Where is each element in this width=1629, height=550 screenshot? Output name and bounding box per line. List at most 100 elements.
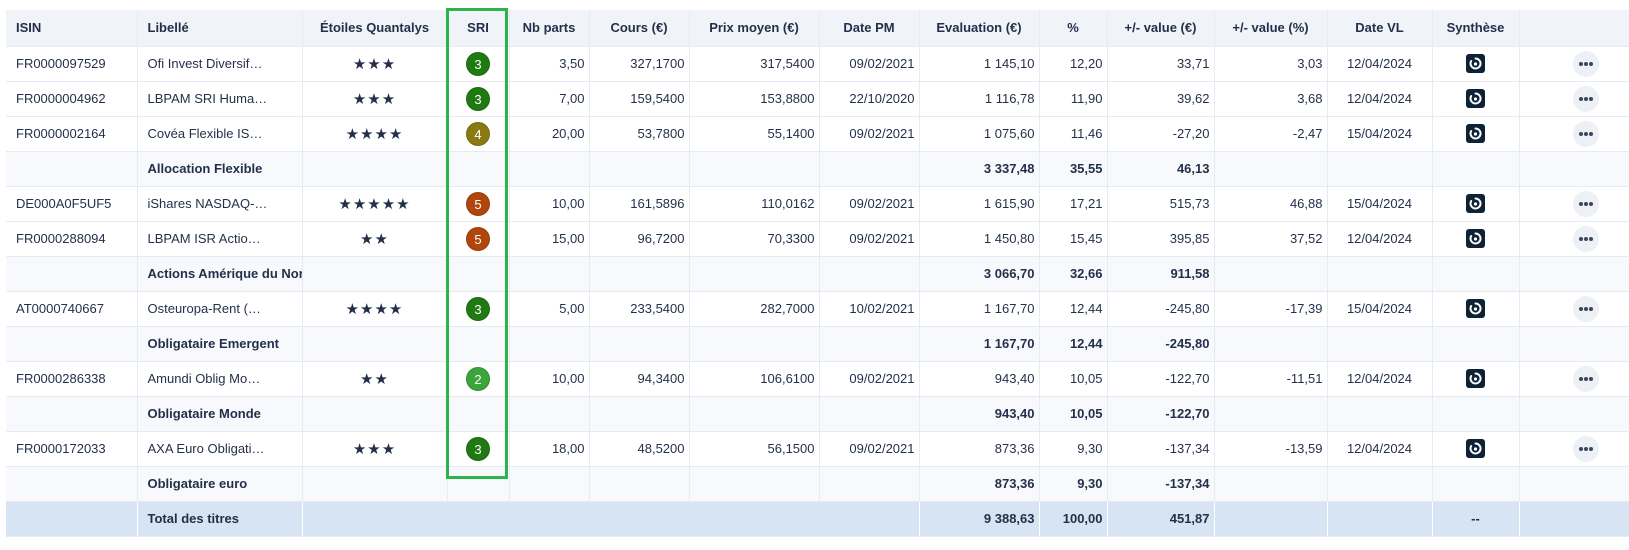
empty-cell <box>1214 256 1328 292</box>
nb-parts-cell: 10,00 <box>509 186 590 222</box>
fund-row[interactable]: FR0000286338 Amundi Oblig Mo… ★★ 2 10,00 94,3… <box>6 361 1629 397</box>
subtotal-evaluation: 3 337,48 <box>919 151 1040 187</box>
column-header-plus-value-eur[interactable]: +/- value (€) <box>1107 10 1215 47</box>
fund-row[interactable]: FR0000004962 LBPAM SRI Huma… ★★★ 3 7,00 159,5… <box>6 81 1629 117</box>
column-header-date-vl[interactable]: Date VL <box>1327 10 1433 47</box>
more-options-icon[interactable] <box>1572 50 1599 77</box>
column-header-synthese[interactable]: Synthèse <box>1432 10 1520 47</box>
sri-badge: 3 <box>466 296 490 321</box>
empty-cell <box>1432 151 1520 187</box>
category-subtotal-row: Actions Amérique du Nord 3 066,70 32,66 911… <box>6 256 1629 292</box>
percent-cell: 12,44 <box>1039 291 1108 327</box>
fund-row[interactable]: AT0000740667 Osteuropa-Rent (… ★★★★ 3 5,00 23… <box>6 291 1629 327</box>
empty-cell <box>447 151 510 187</box>
cours-cell: 233,5400 <box>589 291 690 327</box>
fund-name-link[interactable]: LBPAM ISR Actio… <box>137 221 303 257</box>
subtotal-percent: 12,44 <box>1039 326 1108 362</box>
fund-row[interactable]: DE000A0F5UF5 iShares NASDAQ-… ★★★★★ 5 10,00 1… <box>6 186 1629 222</box>
empty-cell <box>1327 396 1433 432</box>
fund-name-link[interactable]: Amundi Oblig Mo… <box>137 361 303 397</box>
synthese-report-icon[interactable] <box>1466 194 1485 213</box>
date-vl-cell: 12/04/2024 <box>1327 361 1433 397</box>
fund-name-link[interactable]: AXA Euro Obligati… <box>137 431 303 467</box>
empty-cell <box>6 501 138 537</box>
fund-name-link[interactable]: Ofi Invest Diversif… <box>137 46 303 82</box>
column-header-cours[interactable]: Cours (€) <box>589 10 690 47</box>
column-header-prix-moyen[interactable]: Prix moyen (€) <box>689 10 820 47</box>
empty-cell <box>689 326 820 362</box>
synthese-cell <box>1432 46 1520 82</box>
plus-value-pct-cell: -13,59 <box>1214 431 1328 467</box>
more-options-icon[interactable] <box>1572 435 1599 462</box>
isin-cell: FR0000286338 <box>6 361 138 397</box>
actions-cell <box>1519 291 1629 327</box>
column-header-actions[interactable] <box>1519 10 1629 47</box>
cours-cell: 53,7800 <box>589 116 690 152</box>
subtotal-evaluation: 873,36 <box>919 466 1040 502</box>
empty-cell <box>302 326 448 362</box>
column-header-sri[interactable]: SRI <box>447 10 510 47</box>
quantalys-stars-cell: ★★★ <box>302 46 448 82</box>
synthese-report-icon[interactable] <box>1466 299 1485 318</box>
column-header-pct[interactable]: % <box>1039 10 1108 47</box>
more-options-icon[interactable] <box>1572 365 1599 392</box>
sri-badge: 4 <box>466 121 490 146</box>
date-vl-cell: 12/04/2024 <box>1327 431 1433 467</box>
more-options-icon[interactable] <box>1572 190 1599 217</box>
synthese-report-icon[interactable] <box>1466 54 1485 73</box>
actions-cell <box>1519 361 1629 397</box>
actions-cell <box>1519 81 1629 117</box>
fund-row[interactable]: FR0000172033 AXA Euro Obligati… ★★★ 3 18,00 4… <box>6 431 1629 467</box>
synthese-report-icon[interactable] <box>1466 89 1485 108</box>
fund-name-link[interactable]: Covéa Flexible IS… <box>137 116 303 152</box>
column-header-nb-parts[interactable]: Nb parts <box>509 10 590 47</box>
empty-cell <box>1519 326 1629 362</box>
fund-row[interactable]: FR0000097529 Ofi Invest Diversif… ★★★ 3 3,50… <box>6 46 1629 82</box>
fund-row[interactable]: FR0000288094 LBPAM ISR Actio… ★★ 5 15,00 96,7… <box>6 221 1629 257</box>
fund-name-link[interactable]: iShares NASDAQ-… <box>137 186 303 222</box>
column-header-libelle[interactable]: Libellé <box>137 10 303 47</box>
actions-cell <box>1519 116 1629 152</box>
fund-name-link[interactable]: LBPAM SRI Huma… <box>137 81 303 117</box>
empty-cell <box>509 326 590 362</box>
subtotal-percent: 10,05 <box>1039 396 1108 432</box>
sri-cell: 5 <box>447 221 510 257</box>
evaluation-cell: 1 615,90 <box>919 186 1040 222</box>
subtotal-plus-value-eur: -122,70 <box>1107 396 1215 432</box>
column-header-plus-value-pct[interactable]: +/- value (%) <box>1214 10 1328 47</box>
nb-parts-cell: 20,00 <box>509 116 590 152</box>
subtotal-percent: 32,66 <box>1039 256 1108 292</box>
more-options-icon[interactable] <box>1572 295 1599 322</box>
empty-cell <box>589 396 690 432</box>
category-subtotal-row: Obligataire euro 873,36 9,30 -137,34 <box>6 466 1629 502</box>
synthese-report-icon[interactable] <box>1466 124 1485 143</box>
column-header-etoiles-quantalys[interactable]: Étoiles Quantalys <box>302 10 448 47</box>
empty-cell <box>819 396 920 432</box>
actions-cell <box>1519 46 1629 82</box>
synthese-cell <box>1432 221 1520 257</box>
column-header-isin[interactable]: ISIN <box>6 10 138 47</box>
column-header-date-pm[interactable]: Date PM <box>819 10 920 47</box>
date-vl-cell: 12/04/2024 <box>1327 46 1433 82</box>
synthese-report-icon[interactable] <box>1466 229 1485 248</box>
empty-cell <box>509 396 590 432</box>
category-label: Obligataire euro <box>137 466 303 502</box>
synthese-report-icon[interactable] <box>1466 369 1485 388</box>
synthese-report-icon[interactable] <box>1466 439 1485 458</box>
isin-cell: DE000A0F5UF5 <box>6 186 138 222</box>
empty-cell <box>1432 326 1520 362</box>
fund-row[interactable]: FR0000002164 Covéa Flexible IS… ★★★★ 4 20,00… <box>6 116 1629 152</box>
cours-cell: 94,3400 <box>589 361 690 397</box>
plus-value-eur-cell: 39,62 <box>1107 81 1215 117</box>
empty-cell <box>1214 151 1328 187</box>
column-header-evaluation[interactable]: Evaluation (€) <box>919 10 1040 47</box>
fund-name-link[interactable]: Osteuropa-Rent (… <box>137 291 303 327</box>
plus-value-pct-cell: 46,88 <box>1214 186 1328 222</box>
more-options-icon[interactable] <box>1572 225 1599 252</box>
more-options-icon[interactable] <box>1572 85 1599 112</box>
empty-cell <box>1519 151 1629 187</box>
empty-cell <box>1519 256 1629 292</box>
more-options-icon[interactable] <box>1572 120 1599 147</box>
star-rating-icon: ★★★ <box>352 440 397 458</box>
date-pm-cell: 09/02/2021 <box>819 116 920 152</box>
